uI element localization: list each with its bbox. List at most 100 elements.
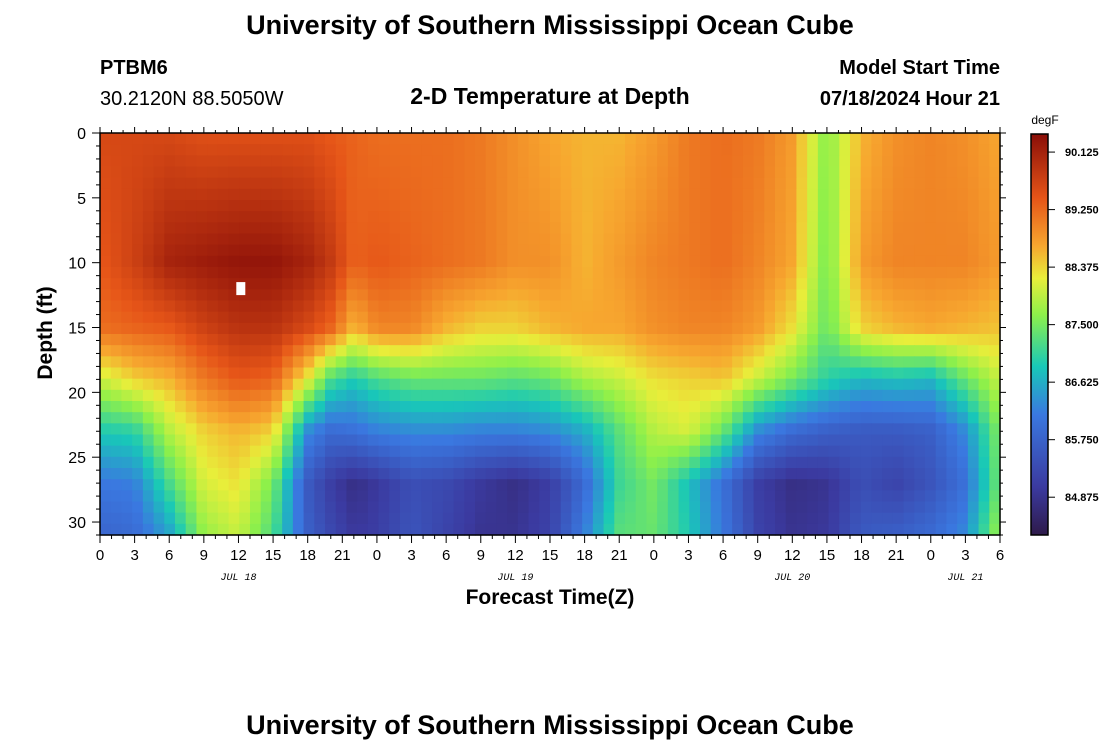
heat-cell xyxy=(314,367,326,380)
heat-cell xyxy=(110,456,123,469)
heat-cell xyxy=(892,523,905,536)
heat-cell xyxy=(389,389,401,402)
heat-cell xyxy=(539,367,551,380)
heat-cell xyxy=(989,233,1001,246)
heat-cell xyxy=(903,200,915,212)
heat-cell xyxy=(464,322,476,335)
heat-cell xyxy=(250,468,262,480)
heat-cell xyxy=(378,133,390,145)
heat-cell xyxy=(678,255,690,268)
heat-cell xyxy=(335,367,348,380)
heat-cell xyxy=(185,166,198,179)
heat-cell xyxy=(314,267,326,279)
station-location: 30.2120N 88.5050W xyxy=(100,88,284,110)
heat-cell xyxy=(292,523,305,536)
heat-cell xyxy=(442,211,455,223)
heat-cell xyxy=(989,479,1001,491)
heat-cell xyxy=(903,423,915,436)
heat-cell xyxy=(967,155,980,168)
heat-cell xyxy=(742,289,755,302)
heat-cell xyxy=(217,423,230,436)
heat-cell xyxy=(742,300,755,313)
heat-cell xyxy=(571,356,583,369)
heat-cell xyxy=(367,200,380,212)
heat-cell xyxy=(453,222,465,235)
heat-cell xyxy=(142,356,155,369)
heat-cell xyxy=(250,412,262,424)
heat-cell xyxy=(303,378,315,391)
heat-cell xyxy=(839,278,851,290)
heat-cell xyxy=(764,233,776,246)
heat-cell xyxy=(432,289,444,302)
heat-cell xyxy=(817,501,830,514)
heat-cell xyxy=(721,468,733,480)
heat-cell xyxy=(475,188,487,201)
heat-cell xyxy=(314,501,326,514)
heat-cell xyxy=(860,211,873,223)
heat-cell xyxy=(507,267,519,279)
heat-cell xyxy=(635,278,648,290)
heat-cell xyxy=(421,278,433,290)
heat-cell xyxy=(282,188,294,201)
heat-cell xyxy=(753,512,765,525)
heat-cell xyxy=(485,177,498,190)
heat-cell xyxy=(571,389,583,402)
heat-cell xyxy=(517,322,530,335)
heat-cell xyxy=(935,133,948,145)
heat-cell xyxy=(464,367,476,380)
heat-cell xyxy=(314,188,326,201)
heat-cell xyxy=(453,378,465,391)
heat-cell xyxy=(528,278,540,290)
heat-cell xyxy=(657,133,669,145)
heat-cell xyxy=(132,267,144,279)
heat-cell xyxy=(271,322,283,335)
heat-cell xyxy=(528,345,540,357)
heat-cell xyxy=(303,255,315,268)
heat-cell xyxy=(325,322,337,335)
heat-cell xyxy=(560,300,573,313)
y-tick-label: 15 xyxy=(68,321,86,338)
heat-cell xyxy=(217,311,230,324)
heat-cell xyxy=(882,501,894,514)
heat-cell xyxy=(871,356,883,369)
heat-cell xyxy=(925,367,937,380)
heat-cell xyxy=(903,188,915,201)
heat-cell xyxy=(785,300,798,313)
heat-cell xyxy=(796,155,808,168)
heat-cell xyxy=(378,267,390,279)
heat-cell xyxy=(850,389,862,402)
heat-cell xyxy=(217,334,230,346)
heat-cell xyxy=(603,289,615,302)
heat-cell xyxy=(464,456,476,469)
heat-cell xyxy=(432,222,444,235)
heat-cell xyxy=(925,233,937,246)
heat-cell xyxy=(989,434,1001,447)
heat-cell xyxy=(592,468,605,480)
heat-cell xyxy=(796,412,808,424)
heat-cell xyxy=(775,334,787,346)
heat-cell xyxy=(850,479,862,491)
heat-cell xyxy=(903,512,915,525)
heat-cell xyxy=(142,378,155,391)
heat-cell xyxy=(196,177,208,190)
heat-cell xyxy=(110,255,123,268)
heat-cell xyxy=(625,389,637,402)
heat-cell xyxy=(367,445,380,458)
heat-cell xyxy=(710,445,723,458)
heat-cell xyxy=(207,155,219,168)
heat-cell xyxy=(539,523,551,536)
heat-cell xyxy=(678,177,690,190)
heat-cell xyxy=(100,211,112,223)
heat-cell xyxy=(957,244,969,257)
heat-cell xyxy=(325,512,337,525)
heat-cell xyxy=(657,334,669,346)
heat-cell xyxy=(721,155,733,168)
heat-cell xyxy=(153,233,165,246)
heat-cell xyxy=(742,166,755,179)
heat-cell xyxy=(764,479,776,491)
heat-cell xyxy=(817,211,830,223)
heat-cell xyxy=(475,512,487,525)
heat-cell xyxy=(775,133,787,145)
heat-cell xyxy=(400,244,412,257)
heat-cell xyxy=(314,300,326,313)
